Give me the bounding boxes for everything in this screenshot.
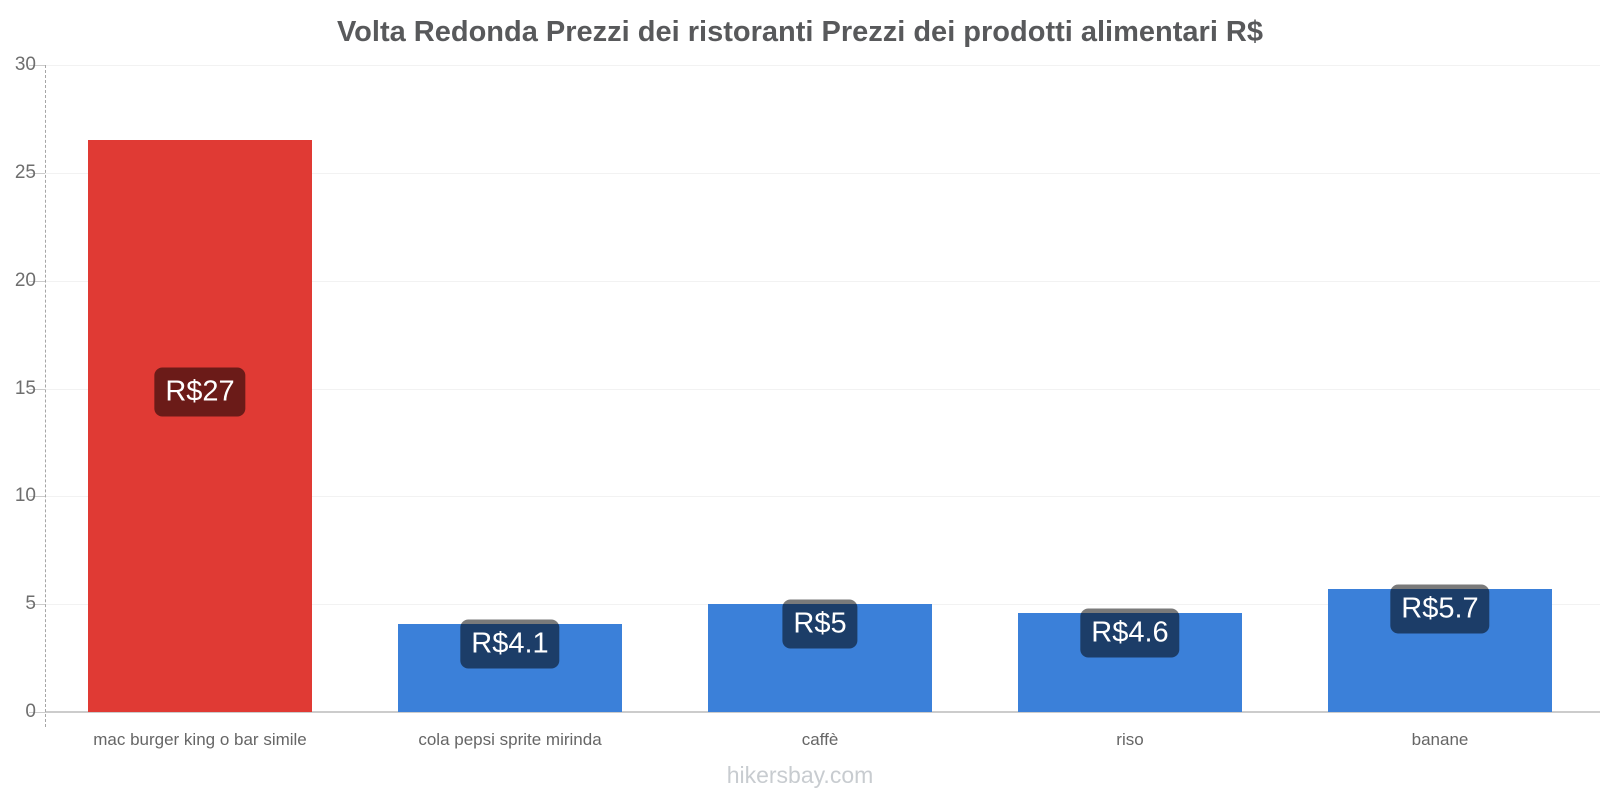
bar-value-badge: R$27 — [154, 367, 246, 417]
bar — [88, 140, 312, 712]
y-axis-tick-label: 0 — [25, 701, 36, 722]
gridline — [45, 172, 1600, 174]
chart-title: Volta Redonda Prezzi dei ristoranti Prez… — [336, 16, 1264, 48]
category-label: caffè — [801, 730, 839, 749]
y-axis-tick — [29, 172, 45, 174]
gridline — [45, 496, 1600, 498]
bar-value-badge: R$5.7 — [1390, 584, 1490, 634]
bar-value-badge: R$4.6 — [1080, 608, 1180, 658]
y-axis-tick — [29, 496, 45, 498]
category-label: mac burger king o bar simile — [93, 730, 307, 749]
gridline — [45, 65, 1600, 66]
y-axis-tick — [29, 388, 45, 390]
y-axis-tick — [29, 280, 45, 282]
x-axis-line — [45, 711, 1600, 713]
y-axis-tick — [29, 604, 45, 606]
gridline — [45, 388, 1600, 390]
category-label: banane — [1411, 730, 1469, 749]
watermark: hikersbay.com — [726, 762, 874, 788]
category-label: cola pepsi sprite mirinda — [418, 730, 602, 749]
y-axis-tick-label: 25 — [14, 161, 36, 183]
y-axis-line — [45, 65, 46, 727]
bar-value-badge: R$4.1 — [460, 619, 560, 669]
y-axis-tick-label: 30 — [14, 54, 36, 75]
y-axis-tick — [29, 65, 45, 66]
y-axis-tick — [29, 712, 45, 713]
y-axis-tick-label: 10 — [14, 485, 36, 507]
gridline — [45, 280, 1600, 282]
bar-value-badge: R$5 — [782, 599, 858, 649]
category-label: riso — [1116, 730, 1144, 749]
y-axis-tick-label: 15 — [14, 377, 36, 399]
y-axis-tick-label: 20 — [14, 269, 36, 291]
y-axis-tick-label: 5 — [25, 593, 36, 615]
